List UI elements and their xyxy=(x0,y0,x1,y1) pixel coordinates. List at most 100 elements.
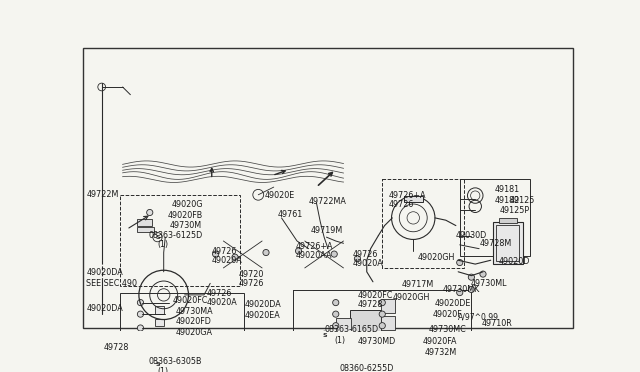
Text: 49020EA: 49020EA xyxy=(245,311,281,320)
Text: 49182: 49182 xyxy=(495,196,520,205)
Circle shape xyxy=(147,209,153,216)
Bar xyxy=(381,316,395,330)
Text: 49726+A: 49726+A xyxy=(388,191,426,200)
Text: 49726: 49726 xyxy=(207,289,232,298)
Text: S: S xyxy=(323,333,327,338)
Text: 49717M: 49717M xyxy=(402,280,434,289)
Text: A/97^0.99: A/97^0.99 xyxy=(458,313,499,322)
Text: 49726: 49726 xyxy=(388,200,414,209)
Circle shape xyxy=(355,256,360,262)
Text: 49722M: 49722M xyxy=(86,190,118,199)
Text: 49730ML: 49730ML xyxy=(470,279,507,288)
Text: 49728: 49728 xyxy=(103,343,129,352)
Circle shape xyxy=(138,336,143,342)
Text: 49020E: 49020E xyxy=(264,191,294,200)
Circle shape xyxy=(331,251,337,257)
Circle shape xyxy=(379,299,385,306)
Circle shape xyxy=(468,286,474,293)
Text: 49125: 49125 xyxy=(510,196,536,205)
Bar xyxy=(293,289,472,372)
Text: 49020D: 49020D xyxy=(499,257,530,266)
Circle shape xyxy=(468,274,474,280)
Circle shape xyxy=(333,334,339,340)
Bar xyxy=(349,310,381,341)
Text: 49720: 49720 xyxy=(239,270,264,279)
Bar xyxy=(336,318,351,333)
Circle shape xyxy=(379,323,385,329)
Bar xyxy=(381,299,395,312)
Text: 49020FC: 49020FC xyxy=(358,291,393,300)
Bar xyxy=(120,293,244,369)
Circle shape xyxy=(379,334,385,340)
Text: 49730MC: 49730MC xyxy=(429,325,467,334)
Text: 08360-6255D: 08360-6255D xyxy=(340,363,394,372)
Bar xyxy=(381,333,395,346)
Circle shape xyxy=(333,299,339,306)
Text: 49020FD: 49020FD xyxy=(175,317,211,326)
Circle shape xyxy=(212,251,219,257)
Text: (1): (1) xyxy=(157,240,168,249)
Text: 49726: 49726 xyxy=(353,250,378,259)
Bar xyxy=(136,219,152,225)
Circle shape xyxy=(333,323,339,329)
Text: 49020A: 49020A xyxy=(207,298,238,307)
Text: 49020GA: 49020GA xyxy=(175,328,212,337)
Text: 08363-6165D: 08363-6165D xyxy=(325,325,379,334)
Bar xyxy=(120,195,241,286)
Text: 49020FC: 49020FC xyxy=(173,296,209,305)
Circle shape xyxy=(333,311,339,317)
Circle shape xyxy=(379,346,385,352)
Text: 49020AA: 49020AA xyxy=(296,251,332,260)
Circle shape xyxy=(457,289,463,296)
Text: 49030D: 49030D xyxy=(456,231,487,240)
Circle shape xyxy=(333,346,339,352)
Bar xyxy=(155,307,164,314)
Text: 49730MD: 49730MD xyxy=(358,337,396,346)
Bar xyxy=(499,218,517,223)
Text: 49761: 49761 xyxy=(278,209,303,218)
Text: 49730MK: 49730MK xyxy=(443,285,480,294)
Circle shape xyxy=(457,260,463,266)
Circle shape xyxy=(263,250,269,256)
Bar xyxy=(155,331,164,339)
Text: 49722MA: 49722MA xyxy=(308,197,346,206)
Text: S: S xyxy=(155,362,160,367)
Text: 49730MA: 49730MA xyxy=(175,307,213,315)
Text: 49020A: 49020A xyxy=(212,256,243,265)
Text: 49020FA: 49020FA xyxy=(422,337,457,346)
Text: 49125P: 49125P xyxy=(500,206,530,215)
Circle shape xyxy=(379,311,385,317)
Circle shape xyxy=(333,356,339,362)
Text: 49728: 49728 xyxy=(358,301,383,310)
Bar xyxy=(404,196,422,202)
Circle shape xyxy=(296,248,301,254)
Text: 49020A: 49020A xyxy=(353,259,383,268)
Text: 49020DA: 49020DA xyxy=(86,268,123,277)
Text: 49719M: 49719M xyxy=(311,227,343,235)
Bar xyxy=(460,179,529,256)
Text: 49728M: 49728M xyxy=(480,239,512,248)
Text: 49020DA: 49020DA xyxy=(86,304,123,313)
Text: 49020DA: 49020DA xyxy=(245,301,282,310)
Text: 08363-6125D: 08363-6125D xyxy=(148,231,202,240)
Bar xyxy=(381,348,395,357)
Circle shape xyxy=(138,299,143,306)
Circle shape xyxy=(379,356,385,362)
Text: S: S xyxy=(155,235,160,240)
Text: 49020FB: 49020FB xyxy=(168,211,203,220)
Text: 49020G: 49020G xyxy=(172,200,203,209)
Text: 49726+A: 49726+A xyxy=(296,242,333,251)
Text: 49020DE: 49020DE xyxy=(435,299,471,308)
Text: (1): (1) xyxy=(334,336,346,345)
Text: 49020GH: 49020GH xyxy=(417,253,454,262)
Circle shape xyxy=(480,271,486,277)
Text: 49710R: 49710R xyxy=(481,319,512,328)
Bar xyxy=(496,225,520,261)
Bar xyxy=(155,319,164,327)
Circle shape xyxy=(138,325,143,331)
Text: SEE SEC.490: SEE SEC.490 xyxy=(86,279,137,288)
Text: 49181: 49181 xyxy=(495,185,520,194)
Text: 49020F: 49020F xyxy=(433,310,462,319)
Text: 49726: 49726 xyxy=(212,247,237,256)
Text: 49020GH: 49020GH xyxy=(392,293,429,302)
